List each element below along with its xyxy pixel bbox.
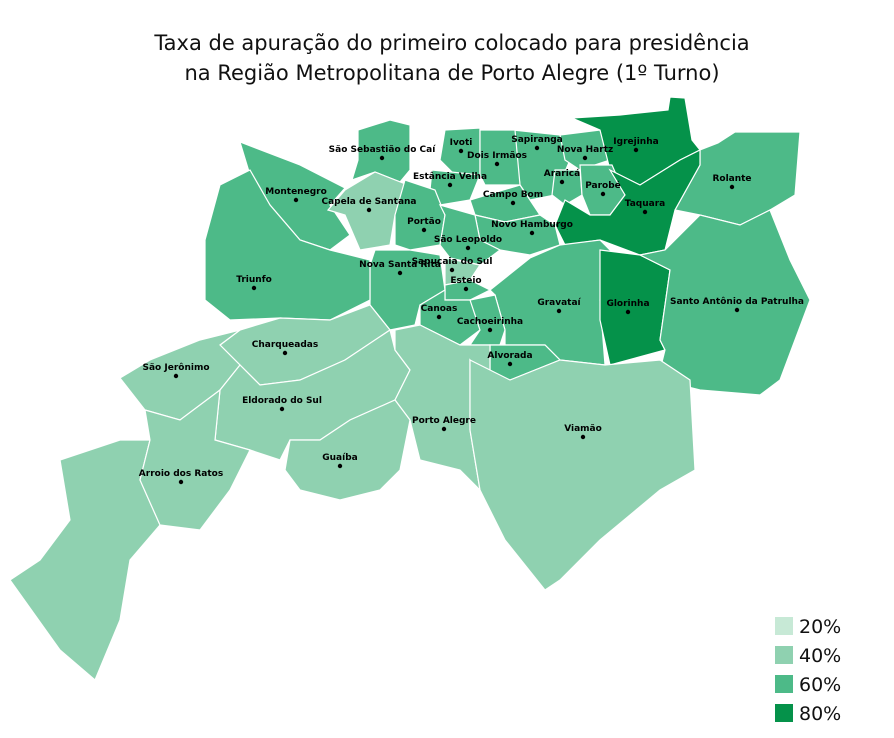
- municipality: [204, 169, 371, 321]
- city-dot: [366, 207, 372, 213]
- city-dot: [173, 373, 179, 379]
- municipality: [554, 149, 701, 256]
- city-label: São Jerônimo: [143, 362, 210, 373]
- city-dot: [534, 145, 540, 151]
- legend-swatch: [775, 704, 793, 722]
- city-dot: [580, 434, 586, 440]
- legend-swatch: [775, 675, 793, 693]
- city-dot: [734, 307, 740, 313]
- municipality: [429, 169, 481, 206]
- city-label: Dois Irmãos: [467, 151, 527, 161]
- city-label: Portão: [407, 217, 441, 227]
- city-dot: [421, 227, 427, 233]
- city-dot: [463, 286, 469, 292]
- city-dot: [507, 361, 513, 367]
- city-dot: [379, 155, 385, 161]
- city-label: Arroio dos Ratos: [139, 469, 223, 479]
- city-label: Viamão: [564, 424, 602, 434]
- city-dot: [279, 406, 285, 412]
- municipality: [139, 388, 251, 531]
- city-label: Ivoti: [450, 138, 473, 148]
- title: na Região Metropolitana de Porto Alegre …: [184, 61, 719, 85]
- city-dot: [529, 230, 535, 236]
- city-dot: [397, 270, 403, 276]
- city-label: Estância Velha: [413, 172, 487, 182]
- city-label: Nova Santa Rita: [359, 260, 441, 270]
- city-dot: [582, 155, 588, 161]
- municipality: [551, 169, 583, 206]
- municipality: [284, 399, 411, 501]
- city-dot: [447, 182, 453, 188]
- legend-label: 40%: [799, 645, 841, 667]
- municipality: [571, 96, 701, 186]
- city-label: São Sebastião do Caí: [329, 145, 437, 155]
- legend-label: 60%: [799, 674, 841, 696]
- city-dot: [436, 314, 442, 320]
- city-dot: [458, 148, 464, 154]
- legend-label: 80%: [799, 703, 841, 725]
- city-label: Eldorado do Sul: [242, 396, 322, 406]
- municipality: [9, 439, 161, 681]
- city-dot: [465, 245, 471, 251]
- city-label: Triunfo: [236, 275, 272, 285]
- city-dot: [487, 327, 493, 333]
- city-label: Araricá: [544, 169, 580, 179]
- city-dot: [729, 184, 735, 190]
- city-label: Esteio: [450, 276, 481, 286]
- city-label: Igrejinha: [613, 137, 658, 147]
- city-label: Porto Alegre: [412, 416, 476, 426]
- legend-label: 20%: [799, 616, 841, 638]
- city-dot: [510, 200, 516, 206]
- city-label: Parobé: [585, 180, 621, 191]
- municipality: [638, 209, 811, 396]
- city-label: Charqueadas: [252, 340, 318, 350]
- city-dot: [251, 285, 257, 291]
- city-dot: [282, 350, 288, 356]
- city-label: Guaíba: [322, 453, 357, 463]
- city-label: Novo Hamburgo: [491, 220, 573, 230]
- city-dot: [449, 267, 455, 273]
- city-label: Gravataí: [537, 298, 581, 308]
- city-dot: [293, 197, 299, 203]
- city-dot: [600, 191, 606, 197]
- city-label: Nova Hartz: [557, 145, 613, 155]
- city-label: Alvorada: [487, 351, 532, 361]
- city-dot: [178, 479, 184, 485]
- city-dot: [494, 161, 500, 167]
- city-label: Taquara: [625, 199, 666, 209]
- city-label: Santo Antônio da Patrulha: [670, 296, 804, 307]
- municipality: [394, 179, 446, 251]
- municipality: [469, 359, 696, 591]
- city-label: Rolante: [712, 174, 751, 184]
- city-dot: [633, 147, 639, 153]
- city-dot: [625, 309, 631, 315]
- city-dot: [642, 209, 648, 215]
- city-label: Canoas: [421, 304, 458, 314]
- city-label: Sapucaia do Sul: [412, 257, 493, 267]
- city-label: Glorinha: [606, 299, 649, 309]
- municipality: [479, 129, 521, 186]
- city-label: Capela de Santana: [321, 197, 416, 207]
- city-label: Campo Bom: [483, 190, 543, 200]
- city-dot: [556, 308, 562, 314]
- legend-swatch: [775, 617, 793, 635]
- city-dot: [337, 463, 343, 469]
- city-label: Montenegro: [265, 187, 327, 197]
- legend-swatch: [775, 646, 793, 664]
- city-label: São Leopoldo: [434, 235, 502, 245]
- city-label: Cachoeirinha: [457, 317, 523, 327]
- city-label: Sapiranga: [511, 135, 563, 145]
- city-dot: [441, 426, 447, 432]
- title: Taxa de apuração do primeiro colocado pa…: [153, 31, 749, 55]
- city-dot: [559, 179, 565, 185]
